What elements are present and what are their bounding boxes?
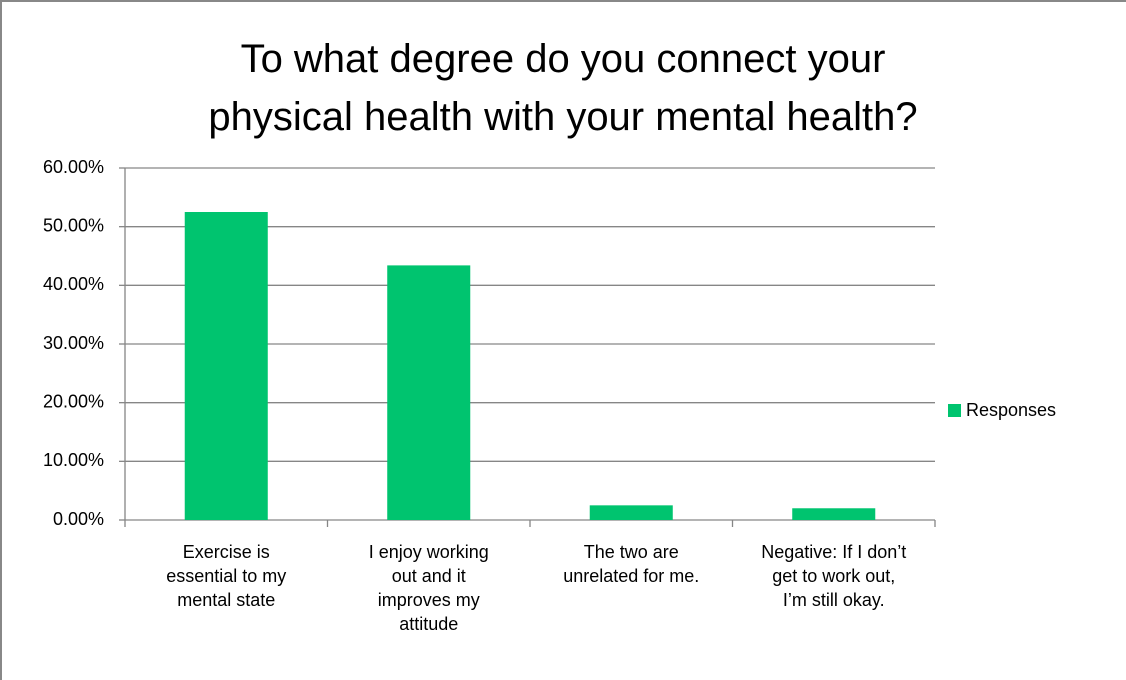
legend-label: Responses: [966, 400, 1056, 420]
y-tick-label: 30.00%: [43, 333, 104, 353]
y-tick-label: 0.00%: [53, 509, 104, 529]
bar: [387, 265, 471, 520]
x-tick-label: Negative: If I don’t get to work out, I’…: [761, 542, 907, 610]
x-tick-label: The two are unrelated for me.: [563, 542, 700, 586]
legend-swatch: [948, 404, 961, 417]
bar: [792, 508, 876, 520]
y-tick-label: 20.00%: [43, 391, 104, 411]
bar: [589, 505, 673, 520]
y-tick-label: 50.00%: [43, 215, 104, 235]
bar: [184, 212, 268, 520]
x-tick-label: I enjoy working out and it improves my a…: [368, 542, 489, 634]
chart-title: To what degree do you connect your physi…: [208, 37, 918, 139]
x-tick-label: Exercise is essential to my mental state: [166, 542, 287, 610]
y-tick-label: 60.00%: [43, 157, 104, 177]
y-tick-label: 10.00%: [43, 450, 104, 470]
y-tick-label: 40.00%: [43, 274, 104, 294]
